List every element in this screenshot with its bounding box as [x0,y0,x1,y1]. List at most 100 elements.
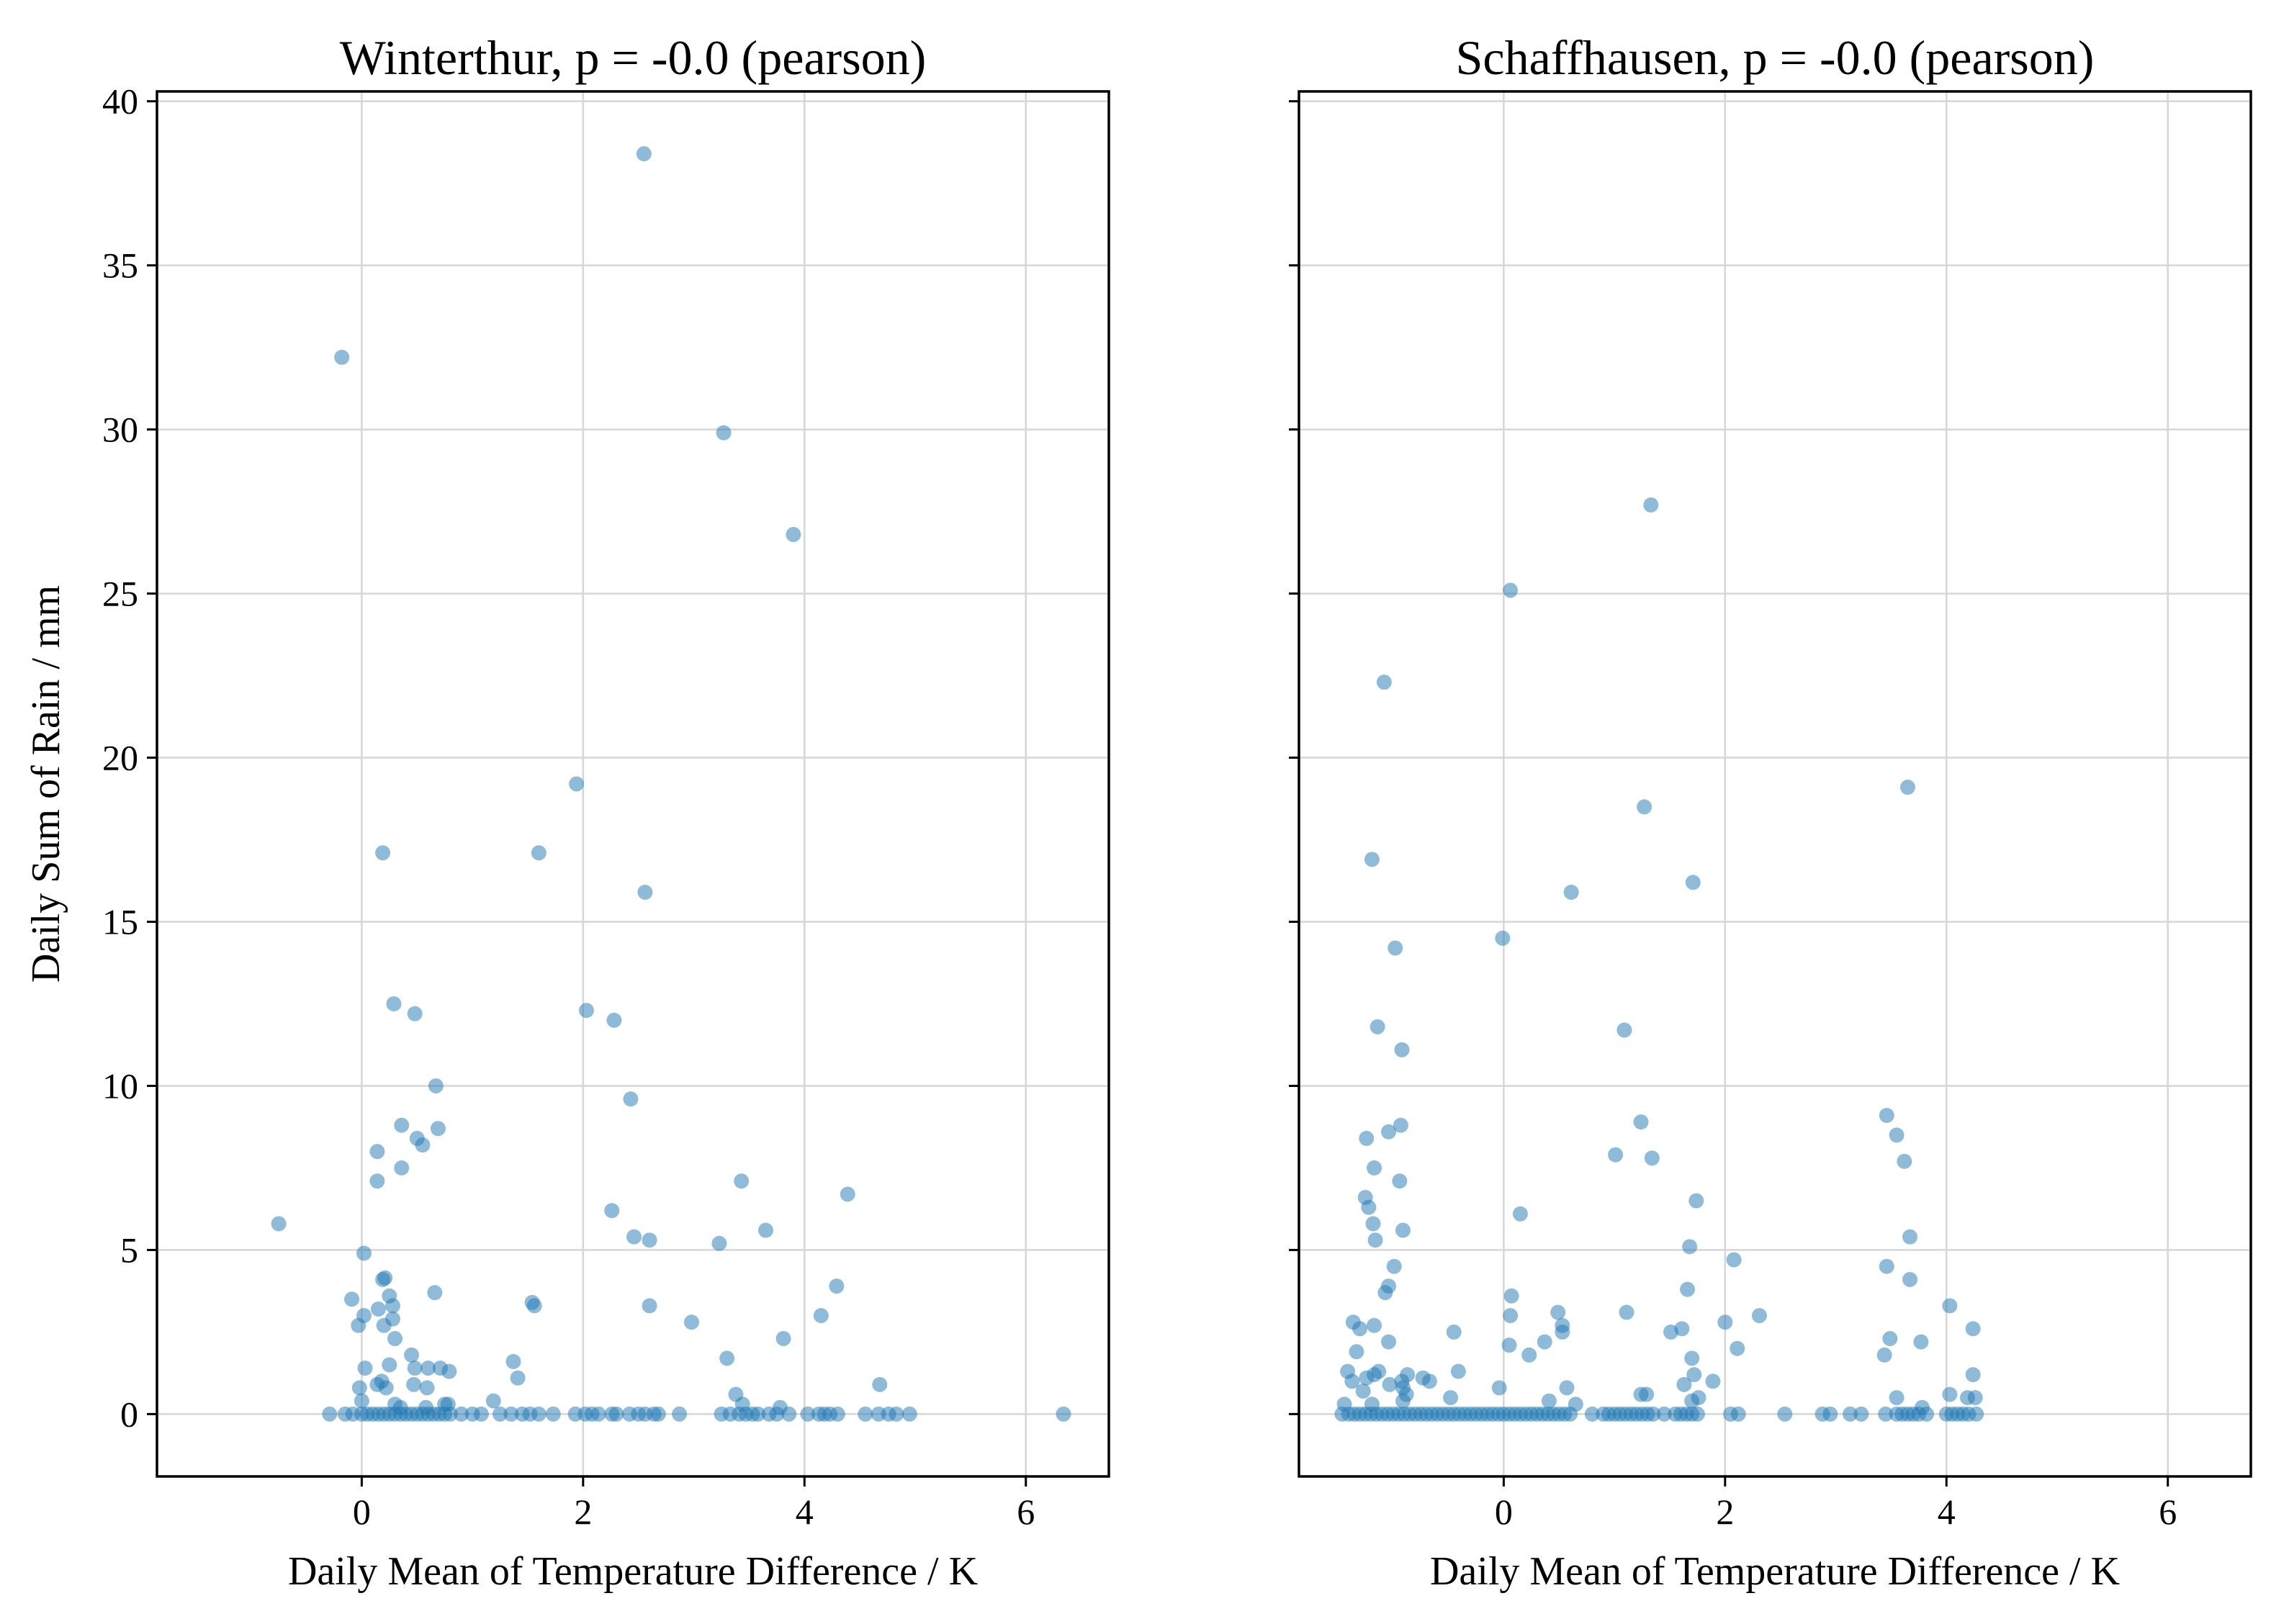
data-point [1639,1386,1655,1402]
data-point [1726,1252,1742,1268]
data-point [1392,1173,1408,1189]
data-point [1503,582,1519,598]
data-point [1555,1324,1570,1340]
data-point [1562,1406,1578,1422]
data-point [344,1291,360,1307]
data-point [858,1406,873,1422]
data-point [1822,1406,1838,1422]
data-point [608,1406,624,1422]
data-point [406,1376,422,1392]
data-point [1889,1390,1905,1406]
data-point [1388,940,1403,956]
data-point [889,1406,904,1422]
data-point [454,1406,469,1422]
data-point [1376,675,1392,690]
data-point [750,1406,766,1422]
data-point [626,1229,642,1245]
data-point [719,1350,735,1366]
data-point [1512,1206,1528,1222]
data-point [1443,1390,1459,1406]
data-point [1942,1298,1958,1314]
data-point [421,1361,436,1376]
data-point [1446,1324,1462,1340]
data-point [813,1308,829,1324]
data-point [430,1121,446,1137]
data-point [1967,1390,1983,1406]
x-tick-label: 6 [2159,1492,2177,1532]
data-point [351,1380,367,1396]
data-point [1349,1344,1364,1360]
chart-title: Winterthur, p = -0.0 (pearson) [340,30,927,85]
chart-title: Schaffhausen, p = -0.0 (pearson) [1456,30,2095,85]
data-point [716,425,732,441]
y-tick-label: 15 [102,901,138,942]
data-point [711,1235,727,1251]
data-point [1344,1373,1360,1389]
data-point [1919,1406,1935,1422]
data-point [1559,1380,1575,1396]
data-point [872,1376,888,1392]
data-point [485,1393,501,1409]
data-point [1491,1380,1507,1396]
data-point [683,1314,699,1330]
y-tick-label: 35 [102,245,138,286]
data-point [1684,1393,1700,1409]
data-point [1394,1042,1410,1057]
data-point [1503,1308,1519,1324]
data-point [642,1232,657,1248]
data-point [375,845,391,861]
data-point [1684,1350,1700,1366]
data-point [623,1091,639,1107]
data-point [334,349,350,365]
data-point [531,1406,547,1422]
data-point [404,1347,420,1363]
data-point [1899,780,1915,795]
data-point [441,1363,457,1379]
data-point [1777,1406,1793,1422]
data-point [1643,497,1659,513]
data-point [394,1160,410,1176]
data-point [1361,1199,1377,1215]
data-point [1450,1363,1466,1379]
data-point [1393,1117,1408,1133]
data-point [1633,1114,1649,1130]
data-point [1656,1406,1672,1422]
data-point [1365,1216,1381,1232]
data-point [376,1317,392,1333]
data-point [1501,1337,1517,1353]
data-point [545,1406,561,1422]
data-point [531,845,547,861]
data-point [369,1144,385,1160]
data-point [569,776,585,792]
data-point [1876,1347,1892,1363]
data-point [369,1173,385,1189]
data-point [1889,1127,1905,1143]
data-point [606,1012,622,1028]
data-point [769,1406,785,1422]
data-point [829,1278,845,1294]
data-point [1382,1376,1398,1392]
data-point [370,1301,386,1317]
data-point [781,1406,797,1422]
data-point [1751,1308,1767,1324]
data-point [356,1245,372,1261]
data-point [775,1331,791,1347]
data-point [526,1298,542,1314]
data-point [1359,1370,1375,1386]
data-point [734,1173,750,1189]
y-tick-label: 40 [102,81,138,122]
x-tick-label: 4 [796,1492,814,1532]
data-point [394,1117,410,1133]
data-point [1705,1373,1721,1389]
data-point [428,1078,444,1093]
data-point [1644,1150,1660,1166]
y-tick-label: 30 [102,410,138,450]
data-point [1879,1107,1894,1123]
data-point [415,1137,431,1153]
data-point [1616,1022,1632,1038]
data-point [1878,1406,1894,1422]
x-tick-label: 6 [1017,1492,1035,1532]
data-point [1663,1324,1679,1340]
data-point [1381,1334,1397,1350]
scatter-panel-2: 0 2 4 6 Schaffhausen, p = -0.0 (pearson) Dail… [1289,30,2252,1594]
